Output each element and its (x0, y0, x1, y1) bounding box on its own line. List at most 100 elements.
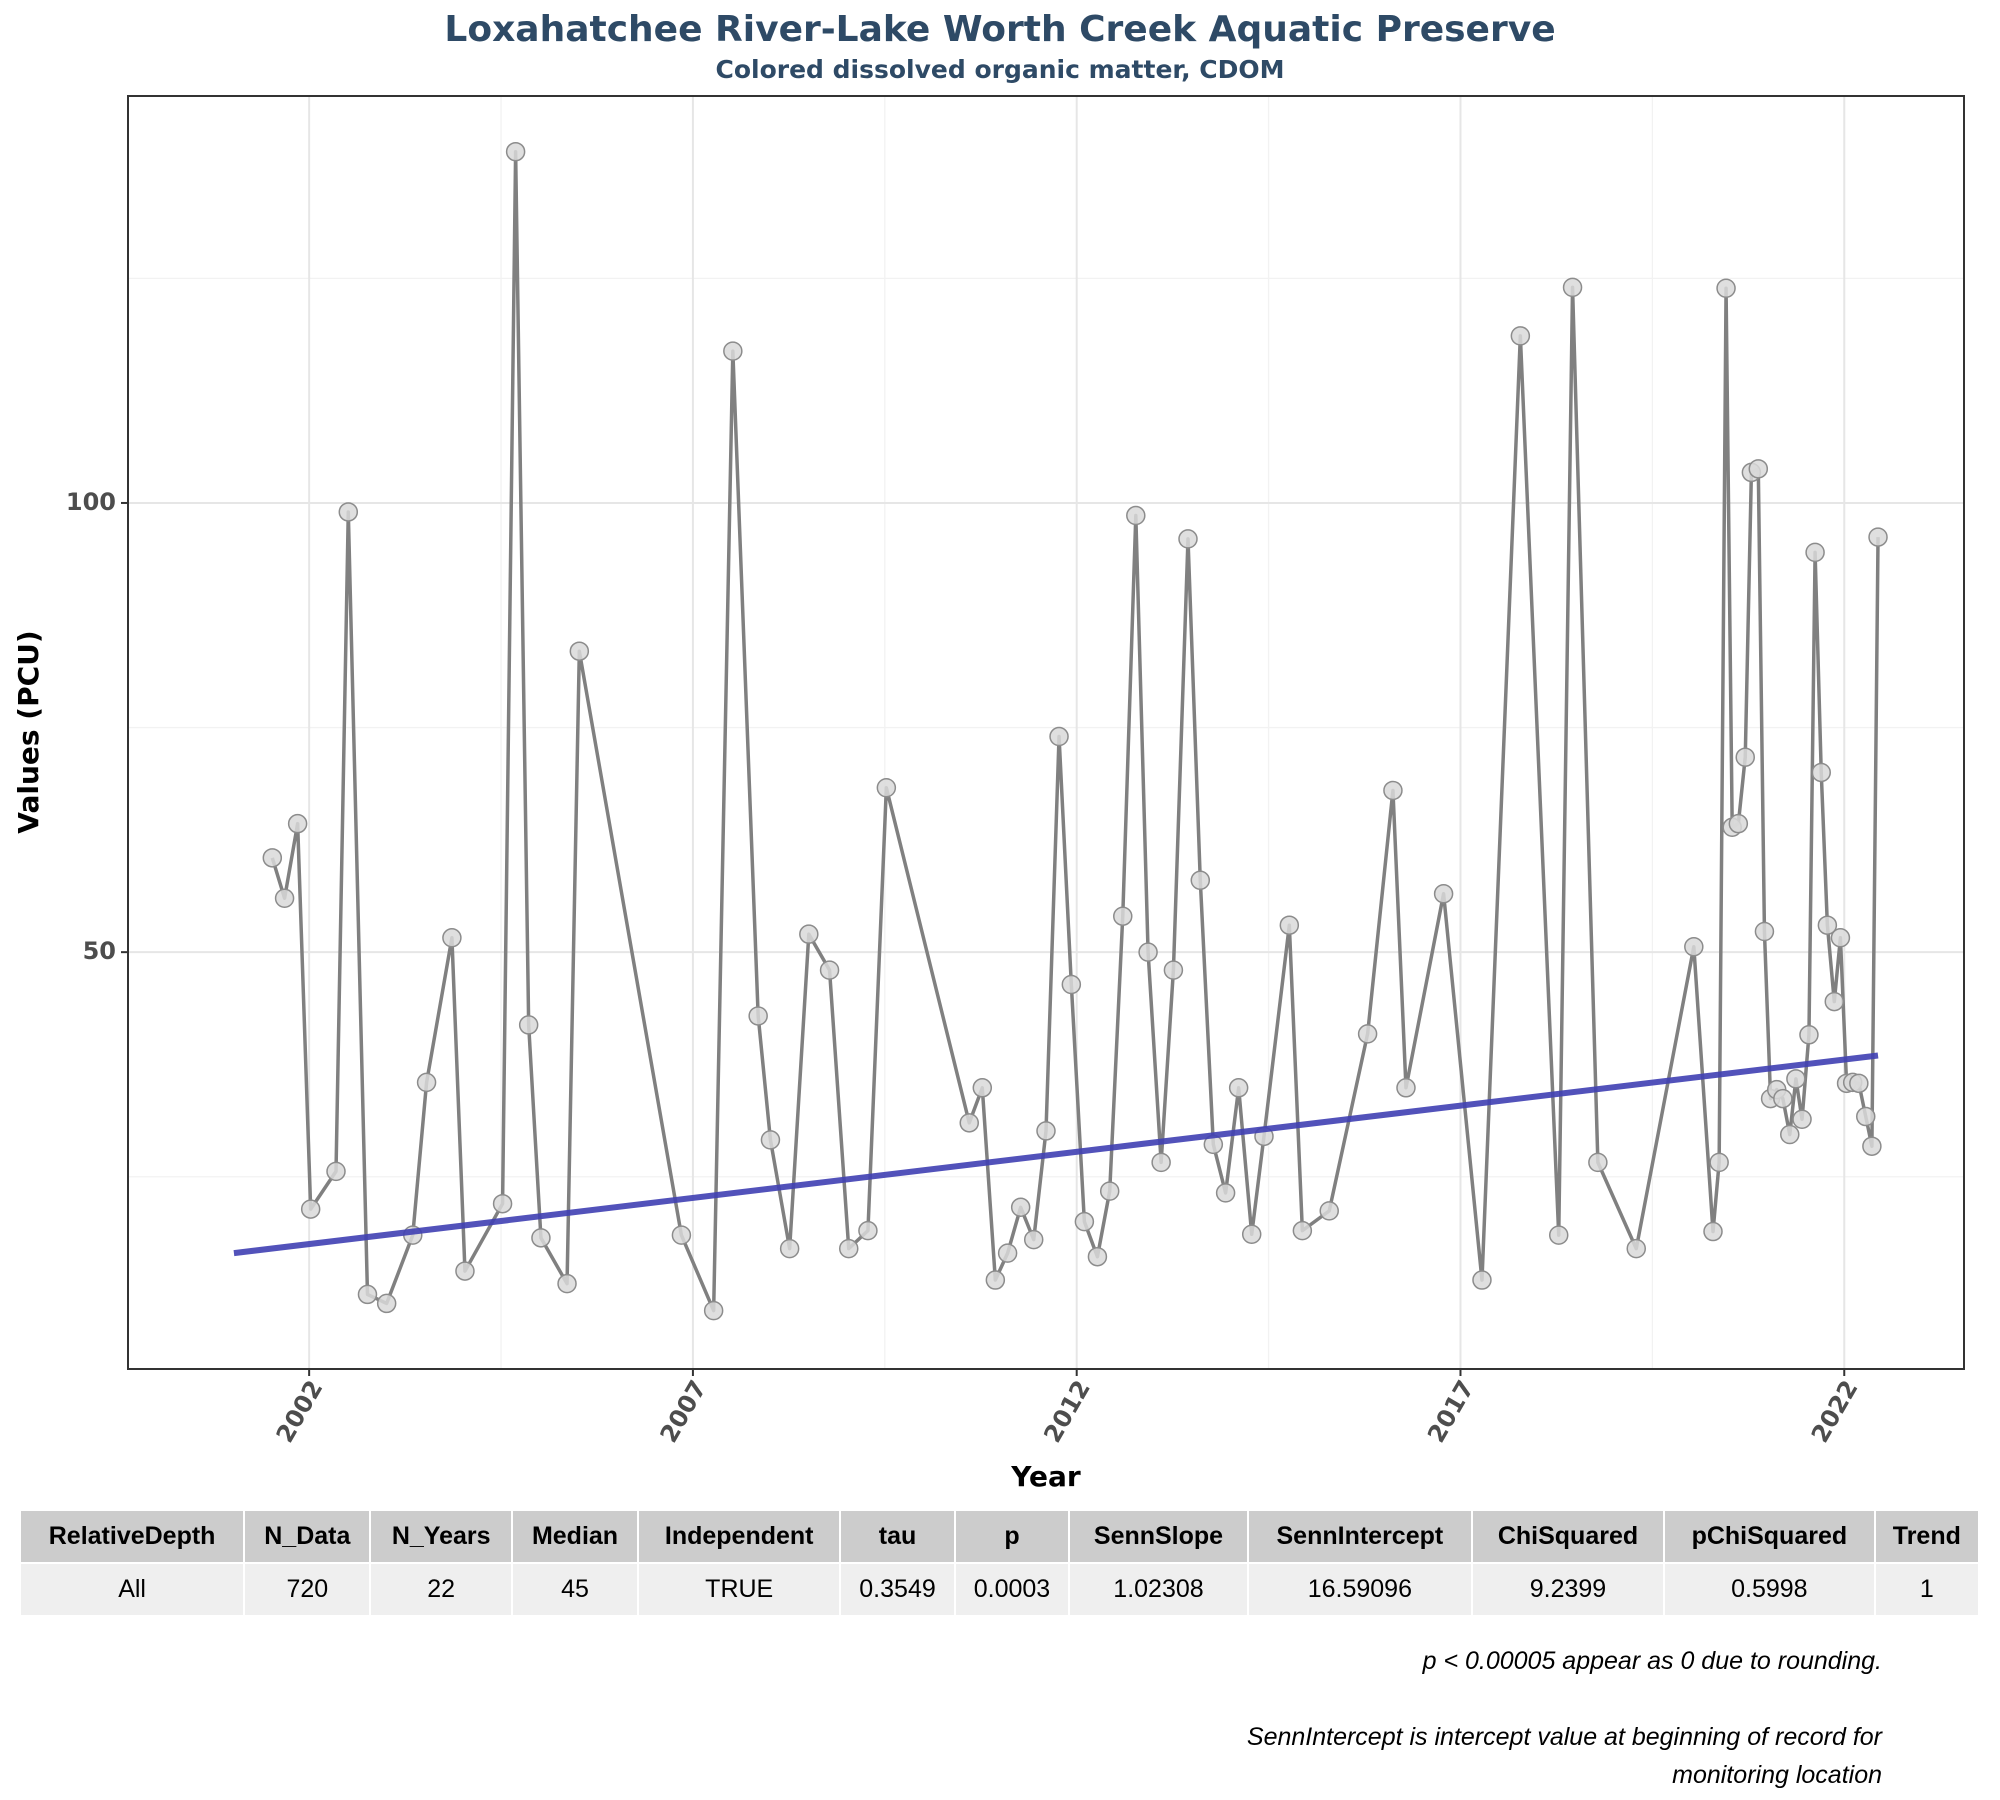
note: p < 0.00005 appear as 0 due to rounding. (1422, 1647, 1882, 1675)
data-point (531, 1228, 551, 1248)
table-header: ChiSquared (1472, 1511, 1664, 1562)
x-axis-label: Year (1010, 1460, 1081, 1493)
data-point (262, 848, 283, 868)
data-point (1748, 459, 1769, 479)
data-point (1163, 960, 1184, 980)
data-point (1562, 277, 1583, 298)
data-point (518, 1015, 539, 1035)
data-point (326, 1161, 346, 1182)
table-cell: 45 (512, 1562, 638, 1615)
data-point (1824, 991, 1845, 1012)
table-cell: 1.02308 (1070, 1562, 1247, 1615)
data-point (338, 502, 359, 522)
data-point (799, 924, 819, 944)
data-point (1856, 1106, 1876, 1127)
data-point (492, 1193, 513, 1214)
data-point (1087, 1246, 1108, 1267)
table-cell: All (21, 1562, 244, 1615)
data-point (1228, 1078, 1249, 1098)
table-cell: 22 (371, 1562, 511, 1615)
table-header: Independent (639, 1511, 840, 1562)
note: SennIntercept is intercept value at begi… (1246, 1723, 1882, 1789)
plot-border (127, 95, 1965, 1370)
data-point (819, 960, 840, 980)
data-point (1010, 1197, 1031, 1218)
table-header: N_Data (245, 1511, 370, 1562)
chart: Loxahatchee River-Lake Worth Creek Aquat… (12, 9, 1965, 1493)
data-point (1830, 928, 1851, 948)
data-point (1786, 1069, 1806, 1089)
data-point (1023, 1229, 1044, 1250)
data-point (287, 813, 308, 834)
data-point (1049, 726, 1069, 747)
x-tick-label: 2017 (1422, 1376, 1480, 1448)
data-point (1433, 884, 1454, 904)
data-point (1292, 1220, 1313, 1241)
data-point (1709, 1152, 1729, 1173)
table-header: tau (841, 1511, 954, 1562)
data-point (455, 1261, 475, 1281)
data-point (876, 778, 897, 798)
x-tick-label: 2022 (1806, 1376, 1864, 1448)
data-point (416, 1072, 437, 1093)
data-point (1190, 870, 1211, 891)
data-point (1061, 974, 1082, 995)
data-point (703, 1300, 724, 1321)
data-point (760, 1130, 781, 1150)
data-point (1319, 1201, 1339, 1221)
data-point (1805, 542, 1825, 563)
data-point (1626, 1238, 1647, 1259)
table-header: Trend (1875, 1511, 1978, 1562)
data-point (1684, 937, 1704, 957)
table-header: p (955, 1511, 1069, 1562)
data-point (858, 1220, 878, 1241)
table-cell: 9.2399 (1472, 1562, 1664, 1615)
data-point (1754, 921, 1775, 942)
data-point (997, 1243, 1018, 1263)
table-header: N_Years (371, 1511, 511, 1562)
data-point (1113, 906, 1133, 926)
data-point (1716, 278, 1736, 299)
data-point (557, 1273, 577, 1294)
table-cell: 16.59096 (1248, 1562, 1471, 1615)
data-point (972, 1078, 993, 1098)
data-point (1862, 1136, 1882, 1156)
stats-table: RelativeDepth N_Data N_Years Median Independ… (19, 1511, 1980, 1615)
table-cell: 1 (1875, 1562, 1978, 1615)
data-point (1138, 942, 1158, 962)
data-point (985, 1270, 1006, 1290)
data-point (1548, 1225, 1569, 1245)
data-point (1151, 1152, 1171, 1173)
data-point (1792, 1109, 1812, 1130)
chart-title: Loxahatchee River-Lake Worth Creek Aquat… (444, 9, 1555, 50)
data-point (1817, 915, 1838, 935)
data-point (1735, 747, 1755, 767)
data-point (1383, 780, 1403, 801)
data-point (505, 141, 526, 162)
data-point (671, 1225, 692, 1245)
table-cell: TRUE (639, 1562, 840, 1615)
data-point (1279, 915, 1300, 935)
chart-subtitle: Colored dissolved organic matter, CDOM (716, 55, 1285, 84)
x-tick-label: 2002 (271, 1376, 329, 1448)
data-point (376, 1293, 397, 1314)
data-point (1849, 1073, 1869, 1094)
data-point (1799, 1025, 1819, 1045)
data-point (1241, 1224, 1262, 1244)
data-point (838, 1238, 859, 1259)
table-cell: 0.5998 (1665, 1562, 1874, 1615)
data-point (1396, 1078, 1416, 1098)
data-point (1703, 1221, 1723, 1242)
table-header: SennSlope (1070, 1511, 1247, 1562)
data-point (1215, 1183, 1236, 1203)
data-point (959, 1113, 979, 1133)
table-header: SennIntercept (1248, 1511, 1471, 1562)
data-point (569, 641, 590, 661)
y-tick-label: 50 (83, 937, 116, 965)
x-tick-label: 2007 (655, 1376, 713, 1448)
data-point (723, 341, 743, 361)
data-point (274, 888, 295, 909)
x-tick-label: 2012 (1038, 1376, 1096, 1448)
data-point (1099, 1181, 1120, 1201)
